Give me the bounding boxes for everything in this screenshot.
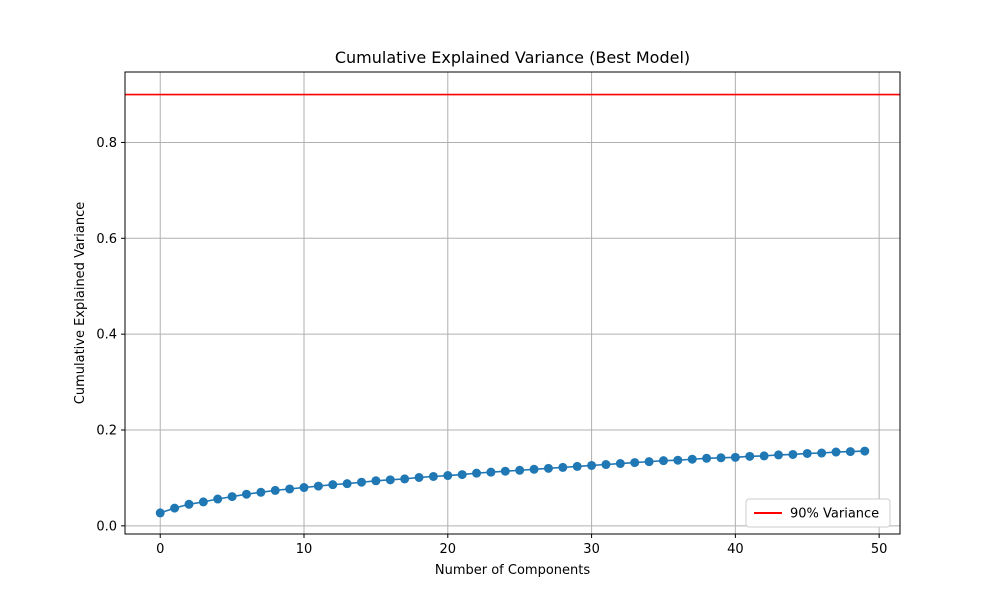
- data-point: [817, 448, 827, 458]
- legend-label-90-variance: 90% Variance: [790, 507, 879, 522]
- data-point: [860, 446, 870, 456]
- data-point: [845, 447, 855, 457]
- y-tick-label: 0.0: [96, 519, 117, 534]
- data-point: [299, 483, 309, 493]
- data-point: [831, 447, 841, 457]
- legend: 90% Variance: [745, 498, 891, 528]
- data-point: [342, 479, 352, 489]
- data-point: [443, 471, 453, 481]
- data-point: [155, 508, 165, 518]
- data-point: [328, 480, 338, 490]
- series-layer: [155, 446, 870, 518]
- data-point: [587, 460, 597, 470]
- data-point: [802, 448, 812, 458]
- tick-layer: 0 10 20 30 40 50 0.0 0.2 0.4 0.6 0.8: [96, 136, 887, 557]
- data-point: [716, 453, 726, 463]
- x-tick-label: 0: [156, 542, 164, 557]
- x-tick-label: 20: [440, 542, 457, 557]
- y-tick-label: 0.6: [96, 232, 117, 247]
- data-point: [414, 472, 424, 482]
- x-tick-label: 40: [727, 542, 744, 557]
- y-tick-label: 0.2: [96, 424, 117, 439]
- data-point: [227, 492, 237, 502]
- x-axis-title: Number of Components: [435, 563, 590, 578]
- data-point: [400, 474, 410, 484]
- y-axis-title: Cumulative Explained Variance: [73, 202, 88, 404]
- y-tick-label: 0.8: [96, 136, 117, 151]
- data-point: [428, 471, 438, 481]
- data-point: [673, 455, 683, 465]
- data-point: [630, 458, 640, 468]
- data-point: [472, 468, 482, 478]
- x-tick-label: 30: [583, 542, 600, 557]
- data-point: [558, 462, 568, 472]
- data-point: [702, 453, 712, 463]
- data-point: [241, 489, 251, 499]
- data-point: [313, 481, 323, 491]
- x-tick-label: 50: [871, 542, 888, 557]
- data-point: [500, 466, 510, 476]
- data-point: [385, 475, 395, 485]
- data-point: [371, 476, 381, 486]
- data-point: [687, 454, 697, 464]
- data-point: [198, 497, 208, 507]
- data-point: [270, 485, 280, 495]
- data-point: [730, 452, 740, 462]
- data-point: [457, 470, 467, 480]
- data-point: [529, 464, 539, 474]
- data-point: [515, 465, 525, 475]
- y-tick-label: 0.4: [96, 328, 117, 343]
- data-point: [184, 499, 194, 509]
- data-point: [788, 449, 798, 459]
- data-point: [486, 467, 496, 477]
- data-point: [745, 451, 755, 461]
- data-point: [615, 459, 625, 469]
- data-point: [774, 450, 784, 460]
- plot-frame: [124, 71, 901, 535]
- data-point: [543, 463, 553, 473]
- x-tick-label: 10: [296, 542, 313, 557]
- data-point: [759, 451, 769, 461]
- data-point: [644, 457, 654, 467]
- data-point: [601, 460, 611, 470]
- data-point: [170, 503, 180, 513]
- data-point: [658, 456, 668, 466]
- data-point: [256, 487, 266, 497]
- legend-box: [745, 498, 891, 528]
- data-point: [213, 494, 223, 504]
- data-point: [285, 484, 295, 494]
- data-point: [572, 461, 582, 471]
- data-point: [357, 477, 367, 487]
- chart-title: Cumulative Explained Variance (Best Mode…: [335, 48, 690, 67]
